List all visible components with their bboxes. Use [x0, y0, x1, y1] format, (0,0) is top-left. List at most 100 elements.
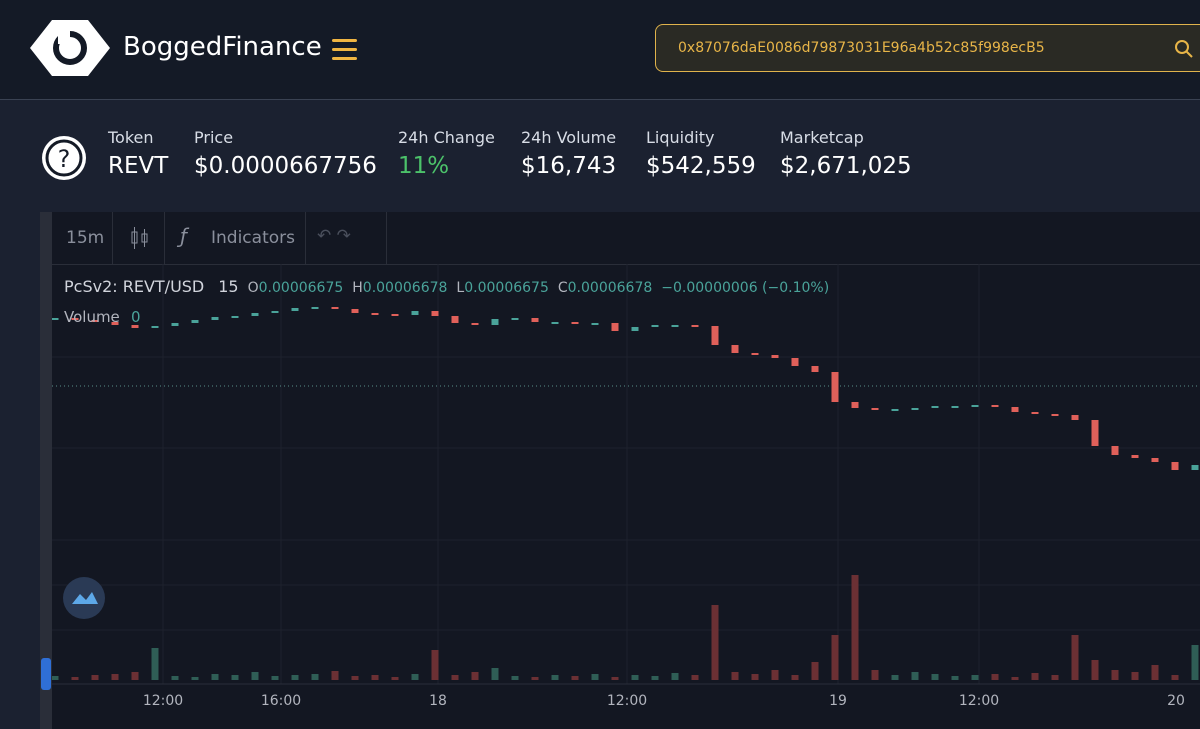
candle [231, 316, 239, 318]
volume-bar [1131, 672, 1139, 680]
logo[interactable] [30, 18, 110, 78]
candle-type-icon[interactable] [130, 225, 150, 251]
fx-icon[interactable]: ƒ [180, 224, 188, 248]
sidebar-toggle[interactable] [41, 658, 51, 690]
candle [951, 406, 959, 408]
volume-bar [791, 675, 799, 680]
volume-bar [271, 676, 279, 680]
candle [511, 318, 519, 320]
search-box[interactable]: 0x87076daE0086d79873031E96a4b52c85f998ec… [655, 24, 1200, 72]
volume-bar [291, 675, 299, 680]
volume-bar [551, 675, 559, 680]
candle [471, 323, 479, 325]
volume-bar [951, 676, 959, 680]
stat-value: $542,559 [646, 153, 756, 179]
volume-bar [651, 676, 659, 680]
candle [971, 405, 979, 407]
undo[interactable]: ↶ ↷ [317, 226, 351, 246]
volume-bar [671, 673, 679, 680]
candle [851, 402, 859, 408]
menu-button[interactable] [332, 39, 357, 66]
volume-bar [131, 672, 139, 680]
candle [291, 308, 299, 311]
volume-bar [231, 675, 239, 680]
x-tick-label: 19 [829, 693, 847, 709]
legend-interval: 15 [218, 277, 238, 296]
candle [891, 409, 899, 411]
legend: PcSv2: REVT/USD 15 O0.00006675 H0.00006678 L… [64, 277, 829, 296]
volume-bar [211, 674, 219, 680]
candle [531, 318, 539, 322]
candle [1051, 414, 1059, 416]
legend-h: 0.00006678 [363, 280, 448, 296]
stat-label: 24h Change [398, 128, 495, 147]
candle [911, 408, 919, 410]
candle [1111, 446, 1119, 455]
candle [991, 405, 999, 407]
x-tick-label: 12:00 [607, 693, 647, 709]
stat-value: $16,743 [521, 153, 617, 179]
plot: 12:00 16:00 18 12:00 19 12:00 20 PcSv2: REVT/US… [52, 264, 1200, 709]
volume-bar [311, 674, 319, 680]
indicators-button[interactable]: Indicators [211, 228, 295, 248]
stat: Token REVT [108, 128, 168, 179]
candle [1091, 420, 1099, 446]
token-icon: ? [42, 136, 86, 180]
candle [791, 358, 799, 366]
volume-value: 0 [131, 308, 141, 326]
candle [751, 353, 759, 355]
candle [491, 319, 499, 325]
volume-bar [191, 677, 199, 680]
volume-bar [1111, 670, 1119, 680]
search-icon[interactable] [1174, 39, 1194, 59]
candle [551, 322, 559, 324]
stat-label: Marketcap [780, 128, 864, 147]
volume-bar [891, 675, 899, 680]
volume-bar [1091, 660, 1099, 680]
candle [411, 311, 419, 315]
toolbar: 15m ƒ Indicators ↶ ↷ [52, 212, 1200, 265]
search-text: 0x87076daE0086d79873031E96a4b52c85f998ec… [678, 40, 1045, 56]
volume-bar [151, 648, 159, 680]
candle [591, 323, 599, 325]
x-tick-label: 18 [429, 693, 447, 709]
stat-label: Liquidity [646, 128, 715, 147]
volume-bar [171, 676, 179, 680]
volume-bar [431, 650, 439, 680]
volume-bar [52, 676, 59, 680]
volume-bar [371, 675, 379, 680]
volume-bar [611, 677, 619, 680]
legend-symbol: PcSv2: REVT/USD [64, 277, 204, 296]
volume-bar [751, 674, 759, 680]
candle [52, 318, 59, 320]
candle [611, 323, 619, 331]
candle [451, 316, 459, 323]
volume-bar [511, 676, 519, 680]
candle [111, 322, 119, 325]
legend-change: −0.00000006 (−0.10%) [661, 280, 829, 296]
volume-label: Volume [64, 308, 120, 326]
stat: 24h Volume $16,743 [521, 128, 616, 179]
legend-c-key: C [558, 280, 568, 296]
volume-bar [111, 674, 119, 680]
brand[interactable]: BoggedFinance [123, 32, 322, 62]
candle [211, 317, 219, 320]
candle [1131, 455, 1139, 458]
candle [1031, 412, 1039, 414]
volume-bar [731, 672, 739, 680]
interval[interactable]: 15m [66, 228, 105, 248]
candle [431, 311, 439, 316]
candle [571, 322, 579, 324]
x-tick-label: 12:00 [959, 693, 999, 709]
volume-bar [691, 675, 699, 680]
stat-label: 24h Volume [521, 128, 617, 147]
volume-bar [571, 676, 579, 680]
volume-bar [531, 677, 539, 680]
candle [771, 355, 779, 358]
volume-bar [631, 675, 639, 680]
side-strip [40, 212, 52, 729]
volume-bar [971, 675, 979, 680]
candle [191, 320, 199, 323]
volume-bar [351, 676, 359, 680]
candle [731, 345, 739, 353]
